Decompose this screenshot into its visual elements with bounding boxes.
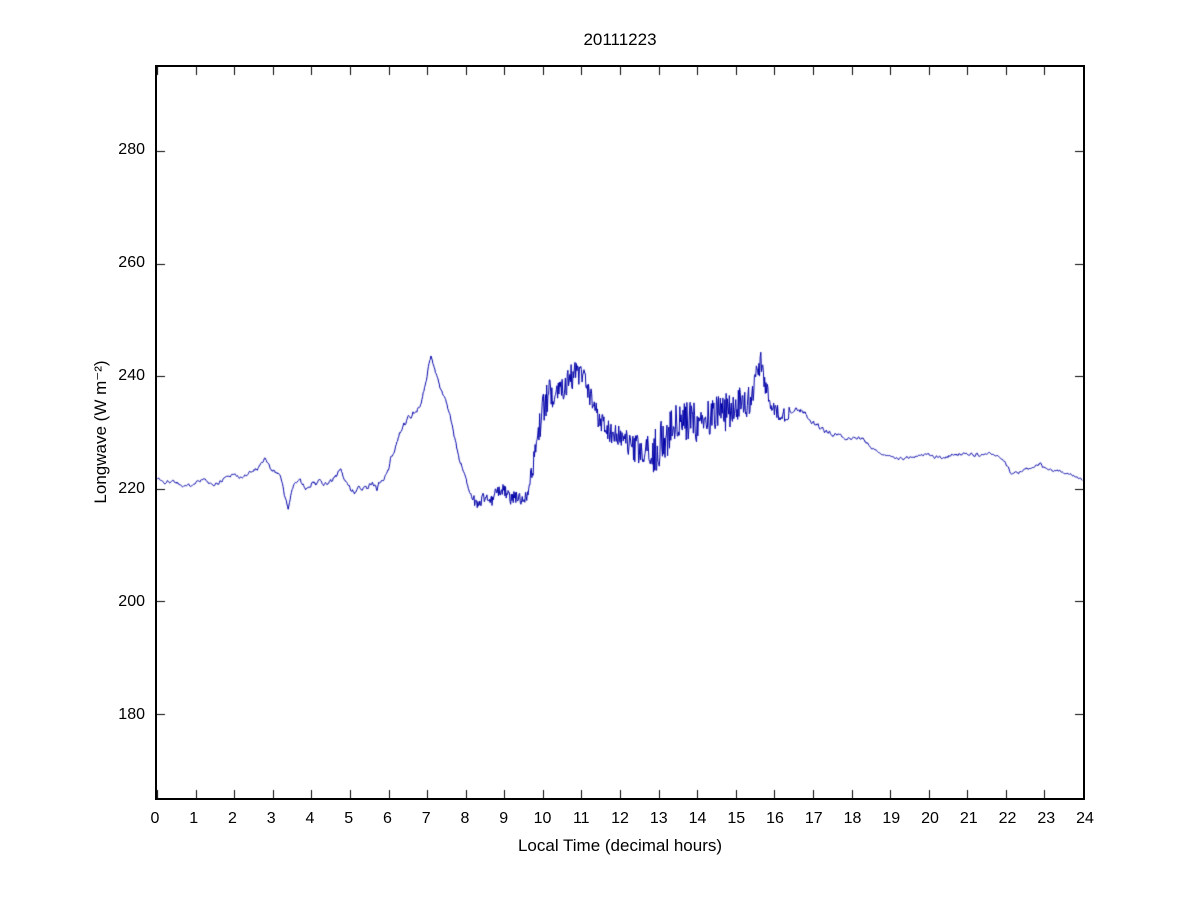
x-tick-label: 2 (228, 810, 237, 827)
chart-title: 20111223 (583, 30, 657, 49)
y-tick-label: 260 (118, 253, 145, 271)
x-tick-label: 22 (998, 810, 1017, 827)
line-series-canvas (157, 67, 1083, 798)
x-tick-label: 0 (150, 810, 160, 827)
x-tick-label: 15 (727, 810, 746, 827)
y-tick-label: 220 (118, 480, 145, 498)
x-tick-label: 13 (649, 810, 668, 827)
x-tick-label: 4 (305, 810, 315, 827)
plot-area (155, 65, 1085, 800)
x-tick-label: 14 (688, 810, 707, 827)
x-tick-label: 8 (460, 810, 470, 827)
x-tick-label: 17 (804, 810, 823, 827)
y-tick-label: 280 (118, 140, 145, 158)
y-tick-label: 200 (118, 593, 145, 611)
x-tick-label: 19 (882, 810, 901, 827)
x-tick-label: 16 (766, 810, 784, 827)
x-tick-label: 1 (189, 810, 199, 827)
x-tick-label: 20 (921, 810, 939, 827)
x-tick-label: 23 (1037, 810, 1056, 827)
y-tick-label: 240 (118, 366, 145, 384)
x-tick-label: 9 (499, 810, 509, 827)
x-tick-label: 11 (572, 810, 590, 827)
x-tick-label: 7 (421, 810, 431, 827)
x-tick-label: 21 (959, 810, 978, 827)
y-tick-label: 180 (118, 706, 145, 724)
x-tick-label: 18 (843, 810, 862, 827)
x-tick-label: 6 (383, 810, 392, 827)
x-tick-label: 10 (533, 810, 552, 827)
x-tick-label: 3 (266, 810, 276, 827)
x-tick-label: 5 (344, 810, 354, 827)
x-tick-label: 12 (611, 810, 629, 827)
x-tick-label: 24 (1076, 810, 1094, 827)
x-axis-label: Local Time (decimal hours) (517, 836, 723, 855)
